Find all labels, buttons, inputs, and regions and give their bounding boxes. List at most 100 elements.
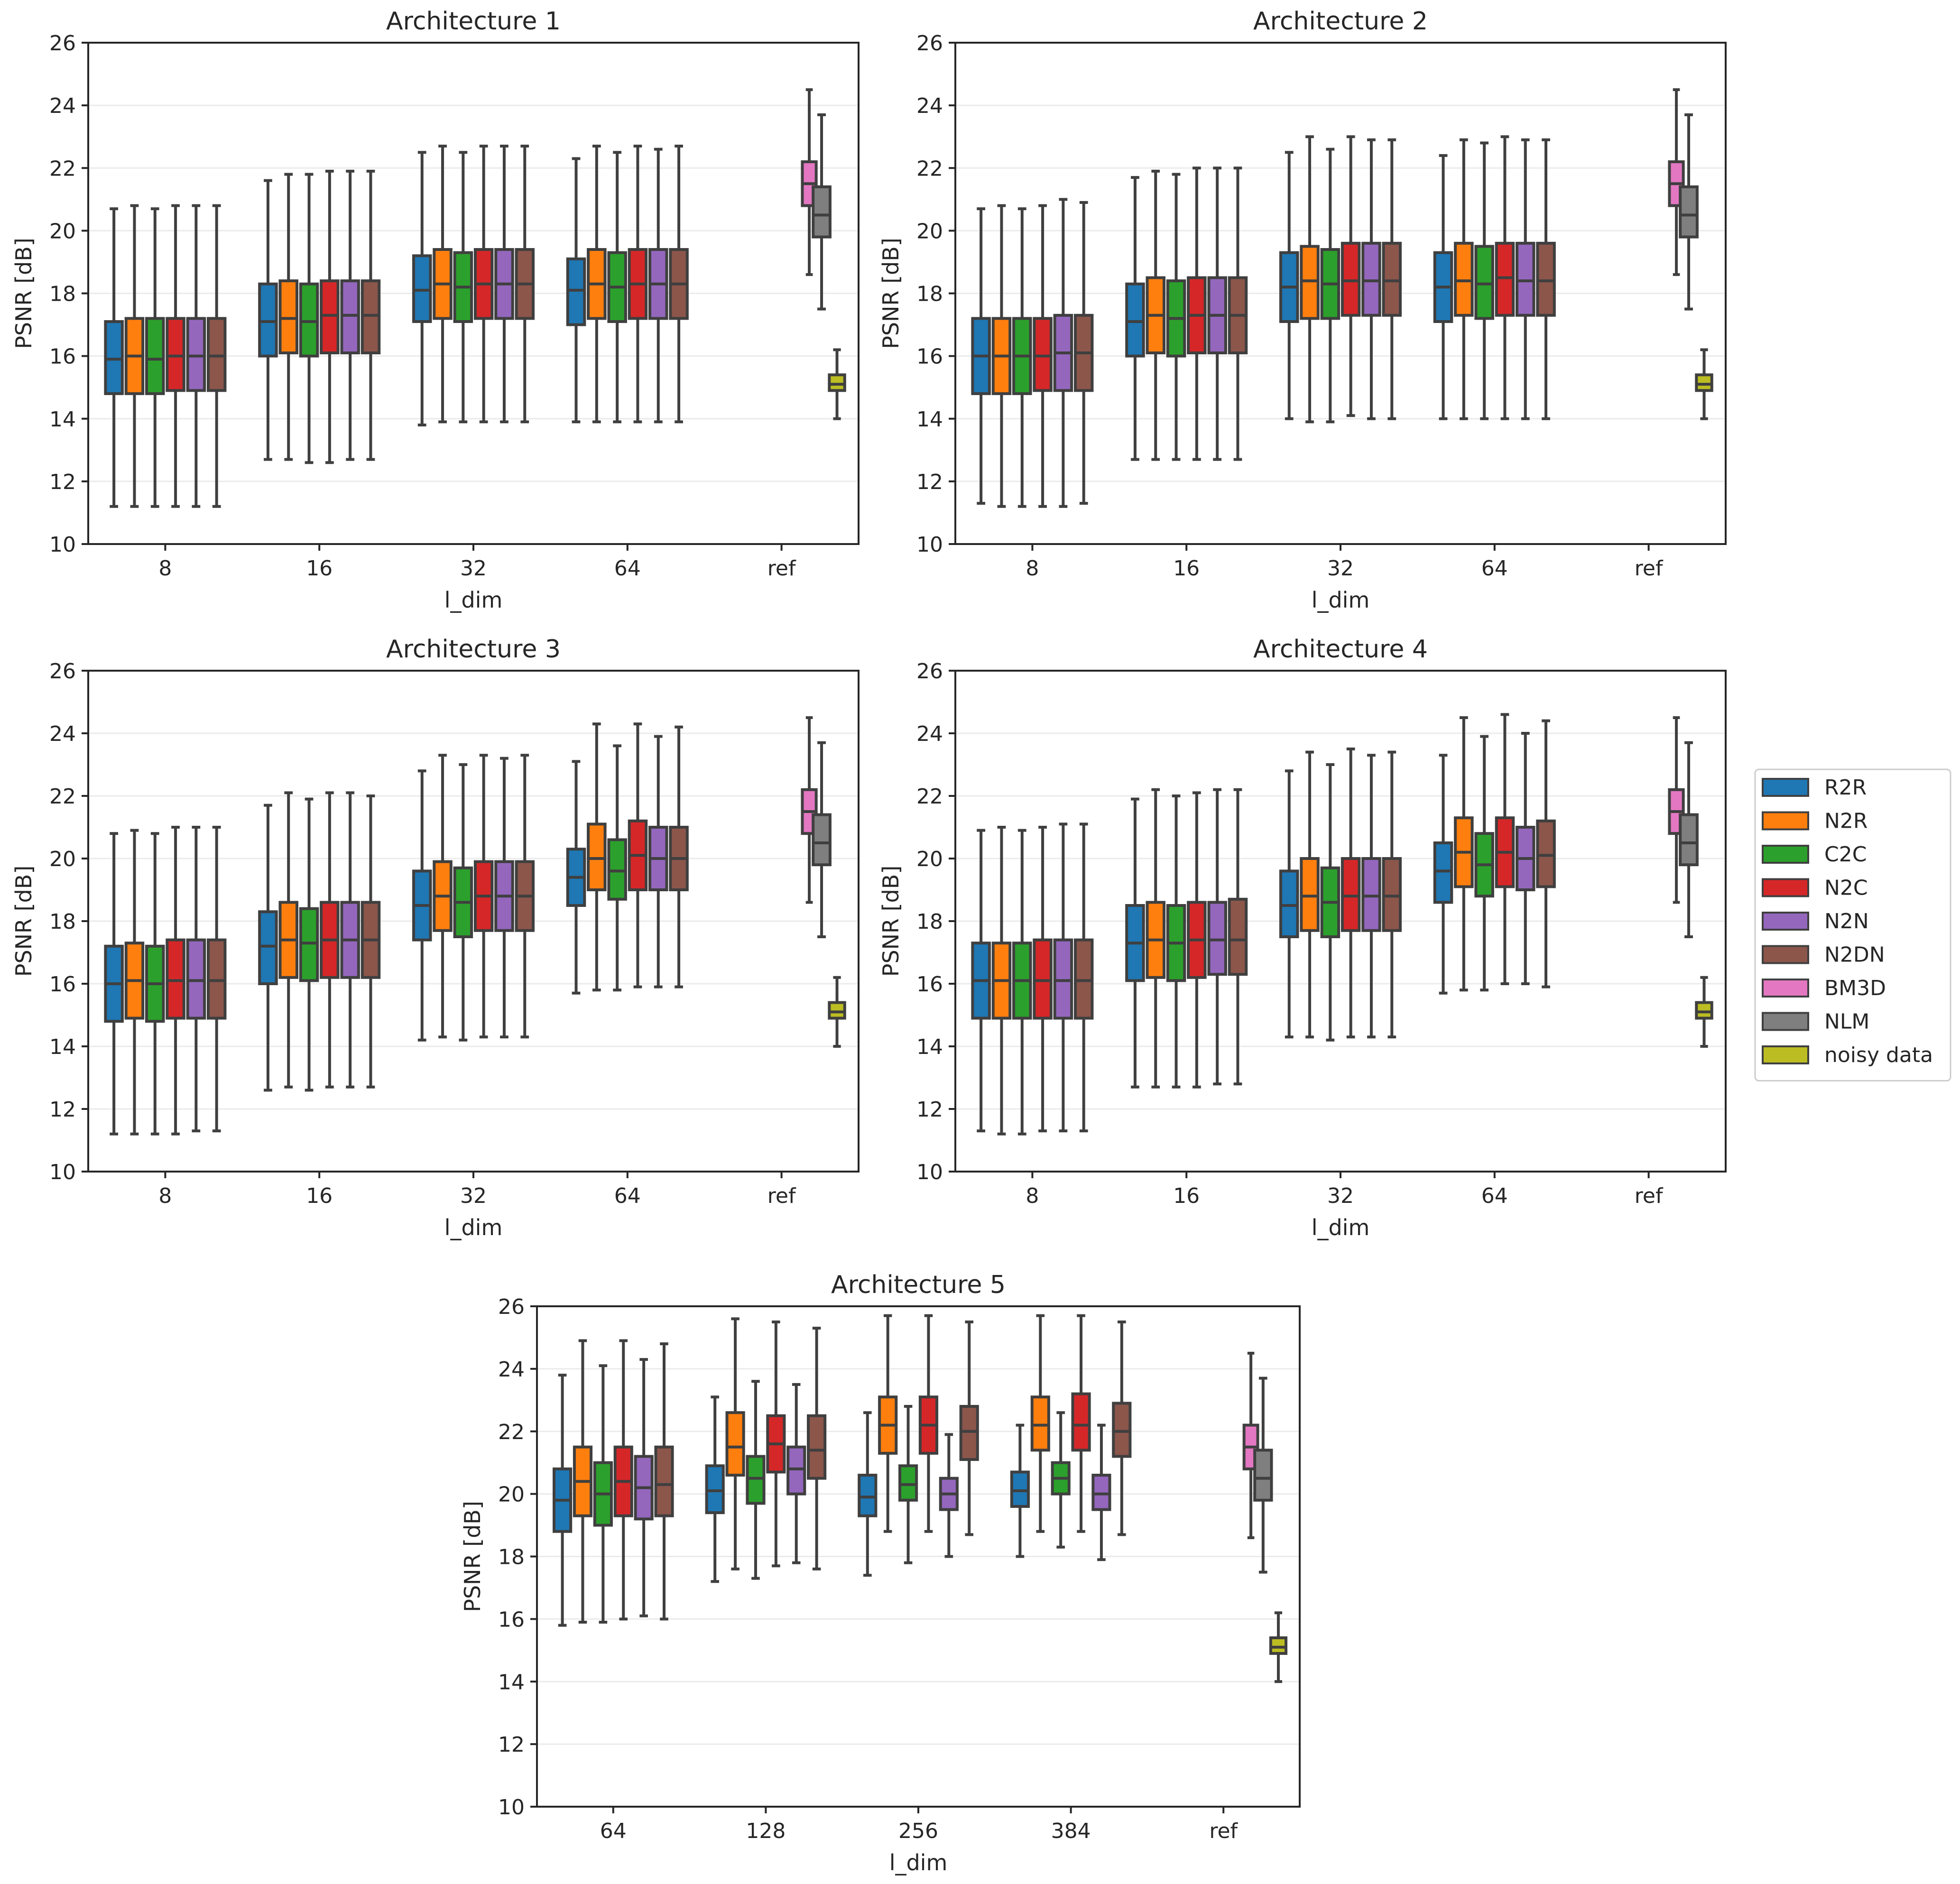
box-n2r xyxy=(587,145,607,424)
chart-title: Architecture 3 xyxy=(386,635,561,664)
y-tick-label: 20 xyxy=(916,847,943,871)
legend-swatch xyxy=(1762,1045,1809,1064)
y-tick-label: 12 xyxy=(916,1098,943,1122)
y-tick-label: 20 xyxy=(49,219,76,243)
box-r2r xyxy=(971,829,991,1133)
box-body xyxy=(1030,1395,1050,1452)
box-c2c xyxy=(607,744,627,992)
box-n2dn xyxy=(206,826,227,1133)
box-n2dn xyxy=(1073,822,1094,1133)
y-tick-label: 24 xyxy=(916,722,943,746)
x-tick-label: 32 xyxy=(1327,1184,1354,1208)
x-tick-label: 64 xyxy=(614,1184,641,1208)
box-body xyxy=(705,1464,725,1515)
box-body xyxy=(1536,241,1556,317)
box-noisy-data xyxy=(828,348,846,420)
box-n2r xyxy=(278,791,298,1089)
box-n2n xyxy=(1053,822,1073,1133)
box-body xyxy=(1695,373,1713,392)
legend-item-n2r: N2R xyxy=(1762,809,1868,833)
box-n2r xyxy=(573,1339,593,1624)
box-n2dn xyxy=(669,725,689,988)
box-body xyxy=(299,282,319,358)
chart-panel-3: 10 12 14 16 18 20 22 24 26 8 16 32 64 ref Architecture… xyxy=(11,635,860,1240)
box-r2r xyxy=(412,769,432,1042)
legend-item-r2r: R2R xyxy=(1762,776,1867,800)
box-n2r xyxy=(1300,750,1320,1039)
legend-label: N2R xyxy=(1824,809,1868,833)
box-body xyxy=(145,317,165,395)
y-tick-label: 24 xyxy=(49,94,76,118)
legend-label: noisy data xyxy=(1824,1043,1933,1067)
box-n2dn xyxy=(807,1327,827,1570)
box-noisy-data xyxy=(1269,1611,1288,1683)
box-n2n xyxy=(648,148,668,424)
y-tick-label: 24 xyxy=(916,94,943,118)
box-body xyxy=(186,938,206,1020)
box-c2c xyxy=(1012,207,1032,508)
box-n2r xyxy=(1146,788,1165,1089)
box-body xyxy=(1536,819,1556,888)
box-n2c xyxy=(473,754,494,1039)
legend-swatch xyxy=(1762,811,1809,831)
box-body xyxy=(1125,282,1145,358)
box-n2r xyxy=(1454,716,1474,992)
box-c2c xyxy=(1474,735,1494,992)
box-n2c xyxy=(918,1314,939,1533)
box-n2n xyxy=(1207,166,1227,461)
box-n2dn xyxy=(669,145,689,424)
box-n2n xyxy=(494,757,514,1039)
box-n2c xyxy=(1495,135,1515,420)
box-body xyxy=(807,1414,827,1480)
box-c2c xyxy=(1320,148,1341,424)
x-tick-label: 8 xyxy=(1026,1184,1039,1208)
box-n2n xyxy=(1091,1423,1111,1561)
x-tick-label: ref xyxy=(1635,556,1664,581)
box-body xyxy=(1433,841,1453,904)
box-c2c xyxy=(1166,173,1186,461)
box-n2c xyxy=(166,204,185,508)
legend-label: N2N xyxy=(1824,909,1869,933)
box-r2r xyxy=(553,1374,573,1627)
legend-item-noisy-data: noisy data xyxy=(1762,1043,1933,1067)
box-body xyxy=(1679,185,1699,239)
box-n2r xyxy=(278,173,298,461)
box-r2r xyxy=(1279,151,1299,420)
box-bm3d xyxy=(801,88,818,276)
box-n2n xyxy=(494,145,514,424)
y-tick-label: 18 xyxy=(498,1545,525,1570)
box-body xyxy=(1073,938,1094,1020)
box-body xyxy=(206,317,227,392)
box-r2r xyxy=(1125,797,1145,1089)
box-body xyxy=(278,279,298,355)
box-n2n xyxy=(340,169,360,461)
x-tick-label: 16 xyxy=(1173,1184,1200,1208)
legend-swatch xyxy=(1762,945,1809,964)
y-tick-label: 22 xyxy=(49,157,76,181)
box-n2n xyxy=(1516,138,1535,420)
box-n2dn xyxy=(1228,788,1248,1086)
box-c2c xyxy=(299,797,319,1092)
y-tick-label: 22 xyxy=(498,1420,525,1444)
box-n2c xyxy=(320,169,340,464)
box-n2r xyxy=(433,754,453,1039)
x-tick-label: ref xyxy=(767,556,796,581)
box-body xyxy=(858,1474,878,1517)
box-n2dn xyxy=(515,145,535,424)
box-body xyxy=(166,317,185,392)
box-body xyxy=(258,910,278,985)
chart-panel-2: 10 12 14 16 18 20 22 24 26 8 16 32 64 ref Architecture… xyxy=(878,7,1727,613)
box-body xyxy=(1341,857,1361,932)
chart-panel-1: 10 12 14 16 18 20 22 24 26 8 16 32 64 ref Architecture… xyxy=(11,7,860,613)
chart-panel-4: 10 12 14 16 18 20 22 24 26 8 16 32 64 ref Architecture… xyxy=(878,635,1727,1240)
x-tick-label: 32 xyxy=(460,556,487,581)
box-n2n xyxy=(1516,732,1535,985)
box-body xyxy=(1010,1470,1030,1508)
box-r2r xyxy=(1125,176,1145,461)
box-n2r xyxy=(878,1314,898,1533)
box-r2r xyxy=(1010,1423,1030,1558)
box-body xyxy=(812,185,832,239)
box-c2c xyxy=(593,1364,613,1624)
box-n2n xyxy=(648,735,668,988)
box-n2r xyxy=(124,829,145,1136)
